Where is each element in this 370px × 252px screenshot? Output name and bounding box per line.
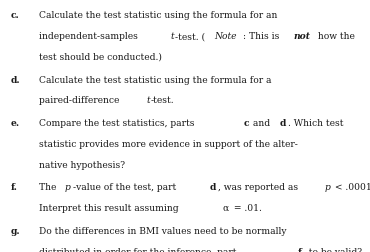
Text: p: p: [325, 183, 331, 192]
Text: α: α: [223, 203, 229, 212]
Text: Do the differences in BMI values need to be normally: Do the differences in BMI values need to…: [39, 226, 286, 235]
Text: : This is: : This is: [243, 32, 282, 41]
Text: test should be conducted.): test should be conducted.): [39, 53, 162, 62]
Text: . Which test: . Which test: [288, 119, 344, 128]
Text: -value of the test, part: -value of the test, part: [73, 183, 179, 192]
Text: d.: d.: [11, 75, 21, 84]
Text: -test.: -test.: [151, 96, 175, 105]
Text: g.: g.: [11, 226, 21, 235]
Text: f.: f.: [11, 183, 18, 192]
Text: < .0001.: < .0001.: [332, 183, 370, 192]
Text: independent-samples: independent-samples: [39, 32, 141, 41]
Text: e.: e.: [11, 119, 20, 128]
Text: Compare the test statistics, parts: Compare the test statistics, parts: [39, 119, 197, 128]
Text: = .01.: = .01.: [231, 203, 262, 212]
Text: how the: how the: [315, 32, 355, 41]
Text: native hypothesis?: native hypothesis?: [39, 160, 125, 169]
Text: p: p: [65, 183, 71, 192]
Text: Interpret this result assuming: Interpret this result assuming: [39, 203, 181, 212]
Text: statistic provides more evidence in support of the alter-: statistic provides more evidence in supp…: [39, 139, 298, 148]
Text: t: t: [170, 32, 174, 41]
Text: t: t: [146, 96, 150, 105]
Text: Note: Note: [214, 32, 236, 41]
Text: not: not: [293, 32, 310, 41]
Text: The: The: [39, 183, 59, 192]
Text: , was reported as: , was reported as: [218, 183, 301, 192]
Text: distributed in order for the inference, part: distributed in order for the inference, …: [39, 247, 239, 252]
Text: Calculate the test statistic using the formula for an: Calculate the test statistic using the f…: [39, 11, 277, 20]
Text: and: and: [250, 119, 273, 128]
Text: -test. (: -test. (: [175, 32, 205, 41]
Text: Calculate the test statistic using the formula for a: Calculate the test statistic using the f…: [39, 75, 271, 84]
Text: d: d: [280, 119, 286, 128]
Text: paired-difference: paired-difference: [39, 96, 122, 105]
Text: f: f: [297, 247, 302, 252]
Text: c.: c.: [11, 11, 20, 20]
Text: d: d: [209, 183, 216, 192]
Text: c: c: [243, 119, 249, 128]
Text: , to be valid?: , to be valid?: [303, 247, 362, 252]
